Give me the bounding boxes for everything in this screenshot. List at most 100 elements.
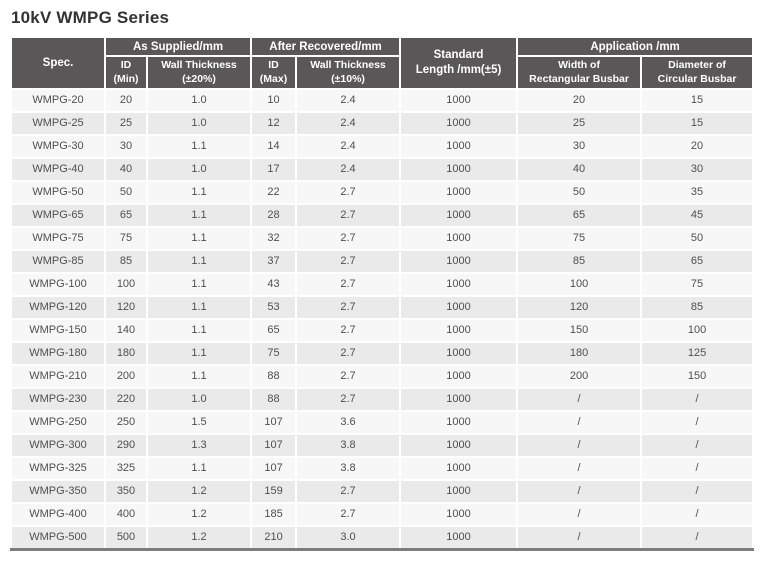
cell-id-max-recovered: 65	[250, 318, 298, 343]
cell-spec: WMPG-85	[10, 249, 106, 274]
header-wall-thickness-20: Wall Thickness (±20%)	[145, 55, 253, 90]
cell-id-min-supplied: 50	[104, 180, 148, 205]
page-title: 10kV WMPG Series	[11, 8, 170, 27]
cell-id-min-supplied: 85	[104, 249, 148, 274]
header-application: Application /mm	[516, 36, 755, 57]
table-row: WMPG-50 50 1.1 22 2.7 1000 50 35	[10, 180, 755, 205]
cell-id-max-recovered: 159	[250, 479, 298, 504]
cell-wall-thickness-recovered: 2.7	[295, 387, 402, 412]
cell-id-max-recovered: 53	[250, 295, 298, 320]
cell-standard-length: 1000	[399, 456, 519, 481]
header-spec: Spec.	[10, 36, 106, 90]
cell-diameter-circular-busbar: 30	[640, 157, 755, 182]
cell-diameter-circular-busbar: 15	[640, 88, 755, 113]
cell-diameter-circular-busbar: 50	[640, 226, 755, 251]
cell-wall-thickness-recovered: 2.7	[295, 502, 402, 527]
cell-standard-length: 1000	[399, 387, 519, 412]
cell-spec: WMPG-120	[10, 295, 106, 320]
cell-wall-thickness-recovered: 2.4	[295, 88, 402, 113]
header-sub-row: ID (Min) Wall Thickness (±20%) ID (Max) …	[11, 55, 755, 90]
cell-wall-thickness-recovered: 3.6	[295, 410, 402, 435]
cell-id-min-supplied: 25	[104, 111, 148, 136]
cell-id-min-supplied: 30	[104, 134, 148, 159]
cell-standard-length: 1000	[399, 341, 519, 366]
cell-wall-thickness-supplied: 1.1	[145, 456, 253, 481]
cell-spec: WMPG-100	[10, 272, 106, 297]
cell-standard-length: 1000	[399, 226, 519, 251]
table-row: WMPG-230 220 1.0 88 2.7 1000//	[10, 387, 755, 412]
cell-width-rectangular-busbar: /	[516, 502, 643, 527]
cell-width-rectangular-busbar: 20	[516, 88, 643, 113]
cell-standard-length: 1000	[399, 134, 519, 159]
cell-wall-thickness-supplied: 1.1	[145, 318, 253, 343]
cell-wall-thickness-recovered: 2.7	[295, 341, 402, 366]
cell-diameter-circular-busbar: /	[640, 525, 755, 551]
table-row: WMPG-30 30 1.1 14 2.4 1000 30 20	[10, 134, 755, 159]
cell-wall-thickness-recovered: 2.7	[295, 364, 402, 389]
cell-width-rectangular-busbar: /	[516, 456, 643, 481]
cell-spec: WMPG-210	[10, 364, 106, 389]
cell-diameter-circular-busbar: 35	[640, 180, 755, 205]
cell-wall-thickness-supplied: 1.0	[145, 111, 253, 136]
cell-wall-thickness-supplied: 1.1	[145, 203, 253, 228]
cell-spec: WMPG-300	[10, 433, 106, 458]
cell-wall-thickness-supplied: 1.2	[145, 525, 253, 551]
cell-wall-thickness-supplied: 1.0	[145, 157, 253, 182]
cell-width-rectangular-busbar: 85	[516, 249, 643, 274]
cell-wall-thickness-recovered: 2.7	[295, 272, 402, 297]
table-row: WMPG-400 400 1.2 185 2.7 1000//	[10, 502, 755, 527]
cell-id-max-recovered: 43	[250, 272, 298, 297]
cell-width-rectangular-busbar: /	[516, 525, 643, 551]
cell-width-rectangular-busbar: /	[516, 387, 643, 412]
cell-id-min-supplied: 325	[104, 456, 148, 481]
cell-width-rectangular-busbar: 100	[516, 272, 643, 297]
cell-spec: WMPG-20	[10, 88, 106, 113]
cell-wall-thickness-supplied: 1.3	[145, 433, 253, 458]
cell-width-rectangular-busbar: 40	[516, 157, 643, 182]
cell-wall-thickness-supplied: 1.1	[145, 272, 253, 297]
cell-wall-thickness-supplied: 1.0	[145, 88, 253, 113]
cell-id-min-supplied: 290	[104, 433, 148, 458]
table-row: WMPG-100 100 1.1 43 2.7 1000 100 75	[10, 272, 755, 297]
table-row: WMPG-500 500 1.2 210 3.0 1000//	[10, 525, 755, 551]
table-row: WMPG-65 65 1.1 28 2.7 1000 65 45	[10, 203, 755, 228]
header-diameter-circular-busbar: Diameter of Circular Busbar	[640, 55, 755, 90]
cell-spec: WMPG-150	[10, 318, 106, 343]
cell-id-max-recovered: 107	[250, 456, 298, 481]
cell-standard-length: 1000	[399, 180, 519, 205]
cell-wall-thickness-recovered: 3.8	[295, 456, 402, 481]
cell-id-max-recovered: 14	[250, 134, 298, 159]
table-row: WMPG-300 290 1.3 107 3.8 1000//	[10, 433, 755, 458]
cell-spec: WMPG-25	[10, 111, 106, 136]
cell-standard-length: 1000	[399, 272, 519, 297]
cell-wall-thickness-recovered: 2.7	[295, 479, 402, 504]
cell-id-min-supplied: 200	[104, 364, 148, 389]
cell-diameter-circular-busbar: /	[640, 479, 755, 504]
cell-wall-thickness-supplied: 1.1	[145, 134, 253, 159]
cell-id-min-supplied: 220	[104, 387, 148, 412]
cell-id-max-recovered: 107	[250, 433, 298, 458]
cell-standard-length: 1000	[399, 111, 519, 136]
table-row: WMPG-350 350 1.2 159 2.7 1000//	[10, 479, 755, 504]
cell-spec: WMPG-40	[10, 157, 106, 182]
cell-width-rectangular-busbar: /	[516, 479, 643, 504]
cell-standard-length: 1000	[399, 502, 519, 527]
cell-wall-thickness-supplied: 1.1	[145, 295, 253, 320]
cell-wall-thickness-recovered: 2.7	[295, 249, 402, 274]
cell-id-min-supplied: 120	[104, 295, 148, 320]
table-row: WMPG-210 200 1.1 88 2.7 1000 200 150	[10, 364, 755, 389]
cell-wall-thickness-supplied: 1.1	[145, 249, 253, 274]
cell-standard-length: 1000	[399, 410, 519, 435]
cell-spec: WMPG-500	[10, 525, 106, 551]
cell-spec: WMPG-400	[10, 502, 106, 527]
cell-diameter-circular-busbar: 15	[640, 111, 755, 136]
cell-spec: WMPG-250	[10, 410, 106, 435]
cell-standard-length: 1000	[399, 525, 519, 551]
cell-width-rectangular-busbar: 65	[516, 203, 643, 228]
table-row: WMPG-75 75 1.1 32 2.7 1000 75 50	[10, 226, 755, 251]
cell-diameter-circular-busbar: 45	[640, 203, 755, 228]
table-row: WMPG-250 250 1.5 107 3.6 1000//	[10, 410, 755, 435]
cell-standard-length: 1000	[399, 433, 519, 458]
cell-id-min-supplied: 180	[104, 341, 148, 366]
cell-spec: WMPG-50	[10, 180, 106, 205]
